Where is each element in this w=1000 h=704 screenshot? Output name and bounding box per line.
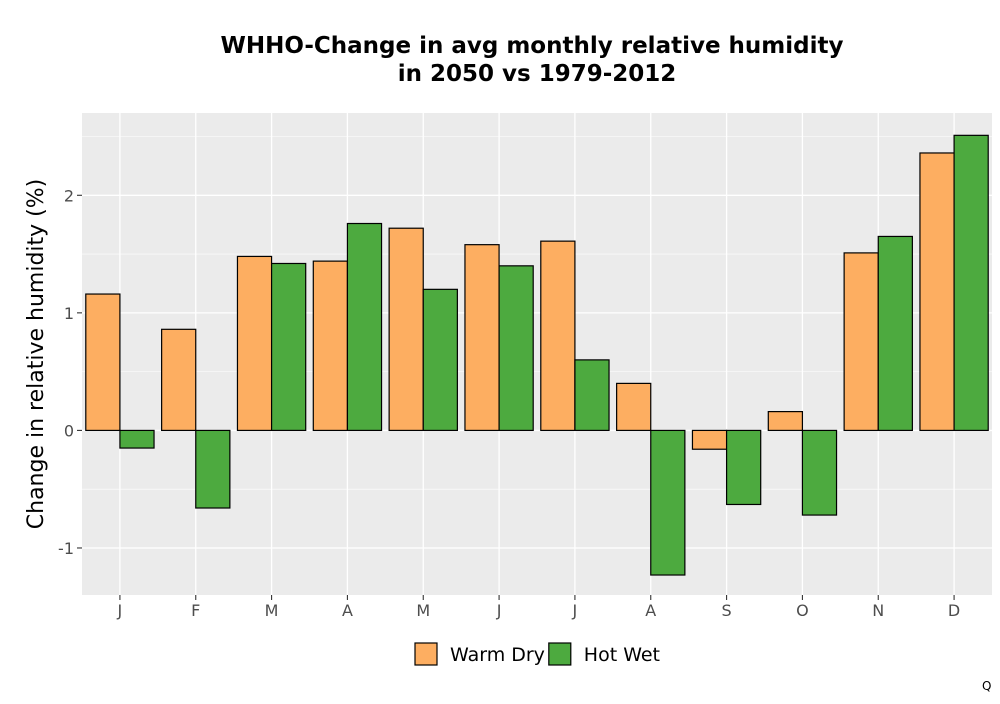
bar-warm-dry xyxy=(312,260,349,432)
bar-hot-wet xyxy=(877,235,913,432)
y-axis-ticks: -1 0 1 2 xyxy=(58,186,82,558)
bar-hot-wet xyxy=(346,222,383,432)
legend-key xyxy=(548,642,572,666)
bar-warm-dry xyxy=(919,152,955,432)
legend-label: Hot Wet xyxy=(584,644,660,666)
legend-key xyxy=(414,642,438,666)
bar-hot-wet xyxy=(422,288,458,432)
x-tick-label: M xyxy=(416,601,430,620)
bar-hot-wet xyxy=(650,429,686,576)
x-tick-label: S xyxy=(722,601,732,620)
y-tick-label: 2 xyxy=(64,186,74,205)
bar-hot-wet xyxy=(195,429,231,509)
bar-hot-wet xyxy=(953,134,989,432)
bar-hot-wet xyxy=(119,429,155,449)
bar-warm-dry xyxy=(616,382,652,432)
y-tick-label: 0 xyxy=(64,421,74,440)
bar-hot-wet xyxy=(801,429,838,516)
bar-warm-dry xyxy=(85,293,121,432)
x-tick-label: M xyxy=(265,601,279,620)
bar-warm-dry xyxy=(540,240,576,432)
x-tick-label: F xyxy=(191,601,200,620)
chart-title: WHHO-Change in avg monthly relative humi… xyxy=(220,33,843,87)
bar-warm-dry xyxy=(843,252,879,432)
bar-warm-dry xyxy=(767,411,804,432)
x-tick-label: D xyxy=(948,601,960,620)
x-tick-label: A xyxy=(342,601,353,620)
y-axis-label: Change in relative humidity (%) xyxy=(24,179,49,529)
x-tick-label: J xyxy=(496,601,502,620)
bar-hot-wet xyxy=(270,262,307,432)
minor-gridlines xyxy=(82,136,992,490)
x-tick-label: N xyxy=(872,601,884,620)
bar-hot-wet xyxy=(574,359,610,432)
y-tick-label: -1 xyxy=(58,539,74,558)
chart-title-line-1: WHHO-Change in avg monthly relative humi… xyxy=(220,33,843,59)
bar-warm-dry xyxy=(464,244,500,432)
y-tick-label: 1 xyxy=(64,304,74,323)
x-tick-label: J xyxy=(572,601,578,620)
bar-warm-dry xyxy=(161,328,197,432)
legend-label: Warm Dry xyxy=(450,644,545,666)
x-tick-label: A xyxy=(645,601,656,620)
legend: Warm Dry Hot Wet xyxy=(414,642,660,666)
chart-title-line-2: in 2050 vs 1979-2012 xyxy=(398,61,677,87)
bar-warm-dry xyxy=(236,255,273,432)
bars xyxy=(85,134,989,576)
bar-warm-dry xyxy=(388,227,424,432)
bar-hot-wet xyxy=(725,429,762,506)
x-tick-label: J xyxy=(117,601,123,620)
corner-mark: Q xyxy=(982,679,991,693)
bar-hot-wet xyxy=(498,265,534,432)
plot-panel xyxy=(82,113,992,595)
x-tick-label: O xyxy=(796,601,809,620)
bar-warm-dry xyxy=(691,429,728,450)
